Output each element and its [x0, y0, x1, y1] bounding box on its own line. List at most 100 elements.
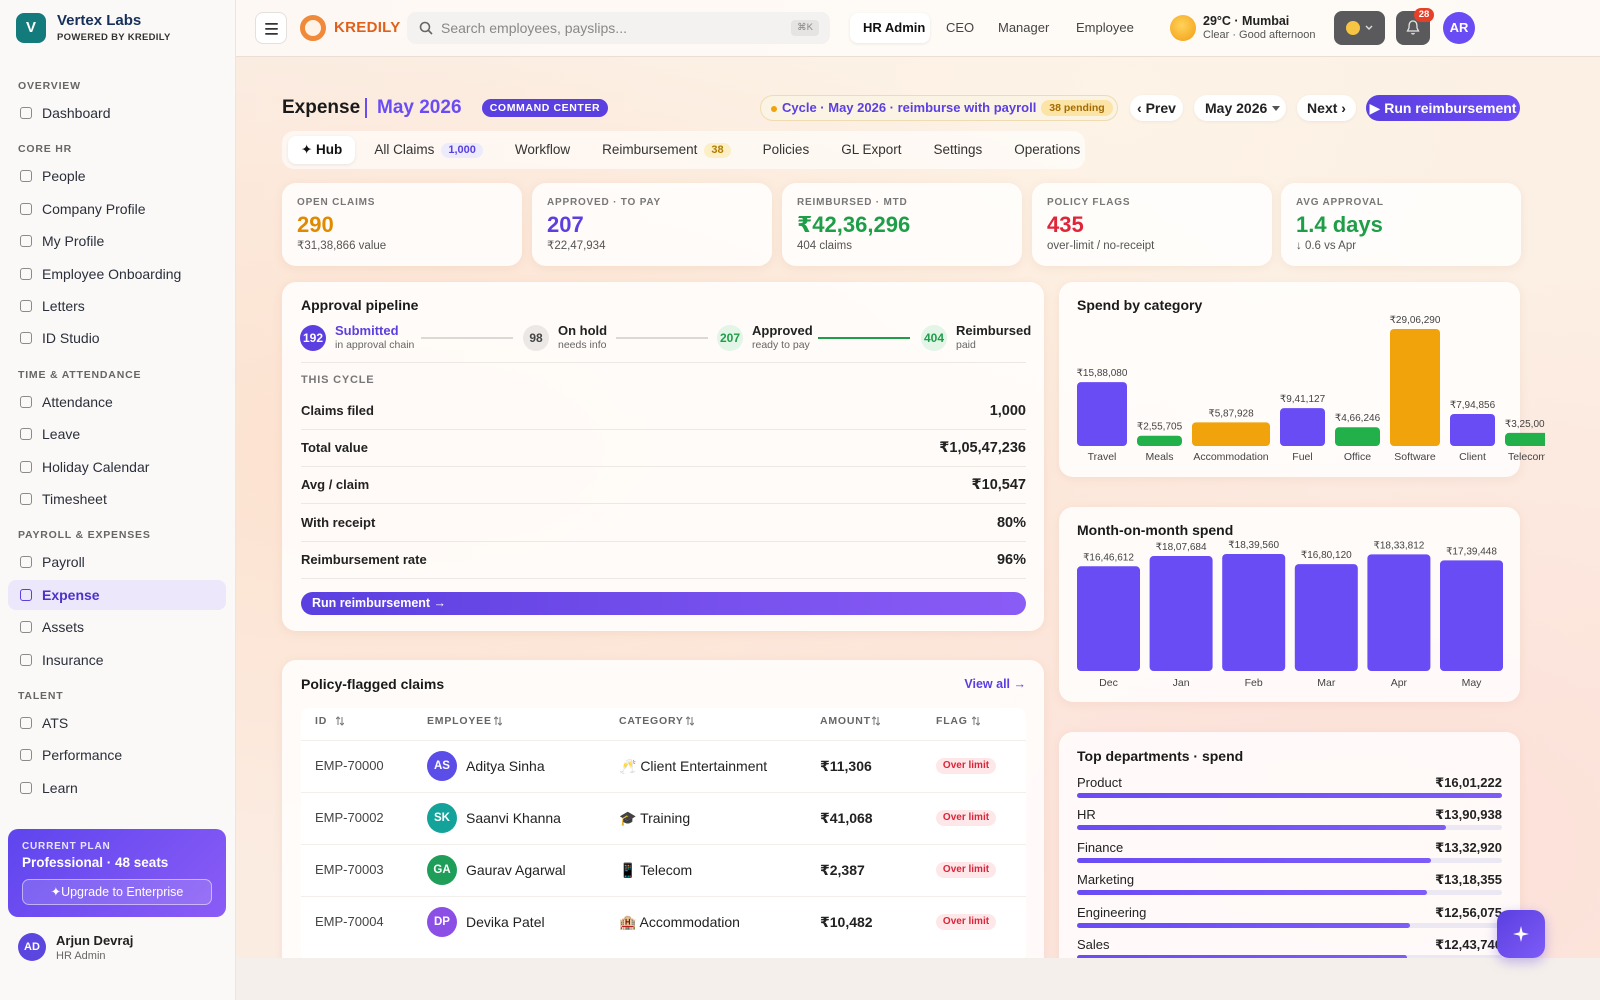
- metric-label: Reimbursement rate: [301, 551, 427, 567]
- nav-item[interactable]: Expense: [8, 579, 226, 610]
- employee-name: Gaurav Agarwal: [466, 862, 566, 878]
- nav-item[interactable]: Attendance: [8, 387, 226, 417]
- nav-label: Attendance: [42, 393, 113, 410]
- tab-label: All Claims: [374, 142, 435, 157]
- column-header[interactable]: FLAG: [936, 715, 968, 727]
- nav-item[interactable]: Company Profile: [8, 194, 226, 224]
- claims-table: ID EMPLOYEE CATEGORY AMOUNT FLAG EMP-70000 AS A…: [301, 708, 1026, 1000]
- bar: [1280, 408, 1325, 446]
- menu-button[interactable]: [255, 12, 287, 44]
- command-badge: COMMAND CENTER: [482, 99, 608, 117]
- sort-icon: [871, 716, 880, 726]
- nav-item[interactable]: People: [8, 161, 226, 191]
- pipeline-card: Approval pipeline 192 Submitted in approval…: [282, 282, 1044, 631]
- caret: [1365, 25, 1373, 30]
- search[interactable]: Search employees, payslips... ⌘K: [407, 12, 830, 44]
- prev-button[interactable]: ‹ Prev: [1130, 95, 1183, 121]
- category-label: Office: [1344, 451, 1371, 463]
- nav-item[interactable]: Letters: [8, 291, 226, 321]
- category-label: Telecom: [1508, 451, 1545, 463]
- flagged-card: Policy-flagged claims View all → ID EMPLOYE…: [282, 660, 1044, 1000]
- nav-item[interactable]: Timesheet: [8, 484, 226, 514]
- view-all-link[interactable]: View all →: [964, 677, 1026, 691]
- nav-item[interactable]: Dashboard: [8, 98, 226, 128]
- tab[interactable]: Workflow: [502, 136, 583, 164]
- department-name: Marketing: [1077, 872, 1135, 888]
- bar: [1077, 825, 1447, 831]
- kpi-label: POLICY FLAGS: [1047, 197, 1131, 208]
- column-header[interactable]: AMOUNT: [820, 715, 871, 727]
- value-label: ₹16,46,612: [1083, 552, 1134, 563]
- stage-sub: in approval chain: [335, 339, 415, 351]
- month-button[interactable]: May 2026: [1194, 95, 1286, 121]
- sort-arrows: [972, 716, 981, 726]
- column-header[interactable]: ID: [315, 715, 328, 727]
- bar: [1077, 793, 1502, 798]
- nav-item[interactable]: Holiday Calendar: [8, 452, 226, 482]
- chart-title: Month-on-month spend: [1077, 522, 1234, 538]
- nav-item[interactable]: Payroll: [8, 547, 226, 577]
- page-title: Expense: [282, 97, 361, 118]
- divider: [301, 429, 1026, 430]
- tab[interactable]: Reimbursement 38: [589, 136, 744, 164]
- sparkle-icon: [1513, 926, 1529, 942]
- cycle-text: Cycle · May 2026 · reimburse with payrol…: [782, 100, 1037, 115]
- employee-avatar: GA: [427, 855, 457, 885]
- tab[interactable]: Operations: [1001, 136, 1093, 164]
- category-label: May: [1462, 677, 1483, 689]
- menu-line: [265, 23, 278, 25]
- run-reimbursement-button[interactable]: Run reimbursement →: [301, 592, 1026, 615]
- nav-icon: [20, 395, 32, 408]
- nav-label: Dashboard: [42, 105, 111, 121]
- nav-item[interactable]: ATS: [8, 708, 226, 738]
- category-label: Feb: [1245, 677, 1263, 689]
- nav-item[interactable]: My Profile: [8, 226, 226, 256]
- nav-item[interactable]: Leave: [8, 419, 226, 449]
- category-label: Meals: [1145, 451, 1173, 463]
- nav-item[interactable]: Insurance: [8, 645, 226, 675]
- tab[interactable]: GL Export: [828, 136, 914, 164]
- tab-label: GL Export: [841, 142, 902, 157]
- nav-icon: [20, 107, 32, 119]
- upgrade-button[interactable]: ✦Upgrade to Enterprise: [22, 879, 212, 905]
- department-value: ₹13,32,920: [1435, 839, 1502, 855]
- nav-section-title: OVERVIEW: [18, 80, 81, 92]
- tab[interactable]: Settings: [920, 136, 995, 164]
- section-title: THIS CYCLE: [301, 374, 375, 386]
- stage-name: On hold: [558, 323, 608, 338]
- nav-icon: [20, 332, 32, 345]
- bar: [1390, 329, 1440, 446]
- assistant-button[interactable]: [1497, 910, 1545, 958]
- nav-item[interactable]: Performance: [8, 740, 226, 770]
- nav-item[interactable]: ID Studio: [8, 323, 226, 353]
- theme-button[interactable]: [1334, 11, 1385, 45]
- metric-value: ₹10,547: [971, 477, 1026, 494]
- menu-line: [265, 33, 278, 35]
- bar: [1192, 422, 1270, 446]
- stage-name: Approved: [752, 323, 813, 338]
- nav-item[interactable]: Assets: [8, 612, 226, 642]
- tab[interactable]: ✦ Hub: [288, 136, 356, 164]
- tab[interactable]: All Claims 1,000: [361, 136, 496, 164]
- department-value: ₹12,43,740: [1435, 937, 1502, 952]
- search-glass: [419, 21, 431, 33]
- category-label: Travel: [1088, 451, 1117, 463]
- user-avatar[interactable]: AR: [1443, 12, 1475, 44]
- tab-label: ✦ Hub: [301, 142, 343, 157]
- nav-icon: [20, 428, 32, 441]
- value-label: ₹18,07,684: [1156, 542, 1207, 553]
- kpi-value: 290: [297, 212, 334, 237]
- tab[interactable]: Policies: [750, 136, 823, 164]
- kpi-sub: ₹31,38,866 value: [297, 240, 387, 252]
- nav-icon: [20, 717, 32, 729]
- notification-badge: 28: [1414, 8, 1434, 22]
- nav-item[interactable]: Employee Onboarding: [8, 259, 226, 289]
- column-header[interactable]: CATEGORY: [619, 715, 684, 727]
- search-handle: [427, 29, 433, 35]
- run-button[interactable]: ▶ Run reimbursement: [1366, 95, 1520, 121]
- department-name: Product: [1077, 775, 1122, 790]
- nav-item[interactable]: Learn: [8, 773, 226, 803]
- column-header[interactable]: EMPLOYEE: [427, 715, 492, 727]
- stage-name: Submitted: [335, 323, 399, 338]
- next-button[interactable]: Next ›: [1297, 95, 1356, 121]
